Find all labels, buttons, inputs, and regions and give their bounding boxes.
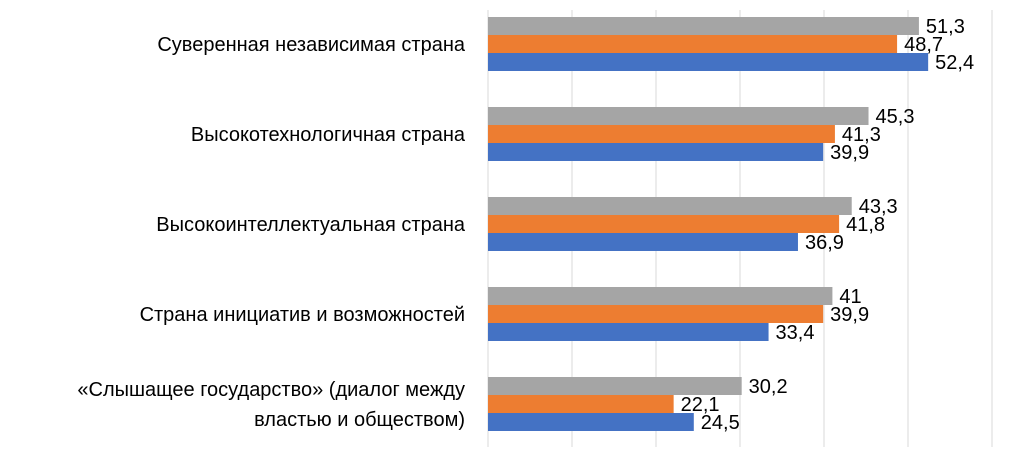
data-label-s1-c0: 48,7: [904, 34, 943, 56]
category-label-4-line-1: властью и обществом): [254, 409, 465, 431]
data-label-s0-c0: 51,3: [926, 16, 965, 38]
data-label-s0-c4: 30,2: [749, 376, 788, 398]
category-labels: Суверенная независимая страна Высокотехно…: [77, 34, 465, 431]
bar-s1-c0: [488, 35, 898, 53]
data-label-s0-c2: 43,3: [859, 196, 898, 218]
bar-s1-c4: [488, 395, 674, 413]
bar-s2-c3: [488, 323, 769, 341]
data-label-s1-c4: 22,1: [681, 394, 720, 416]
bar-s0-c0: [488, 17, 919, 35]
data-label-s0-c1: 45,3: [876, 106, 915, 128]
bar-s1-c2: [488, 215, 840, 233]
bar-s2-c0: [488, 53, 929, 71]
bars: [488, 17, 929, 431]
bar-s2-c2: [488, 233, 798, 251]
bar-s2-c1: [488, 143, 824, 161]
category-label-3: Страна инициатив и возможностей: [140, 304, 465, 326]
data-label-s2-c2: 36,9: [805, 232, 844, 254]
bar-s0-c2: [488, 197, 852, 215]
bar-s0-c3: [488, 287, 833, 305]
data-label-s2-c1: 39,9: [830, 142, 869, 164]
bar-s1-c1: [488, 125, 835, 143]
bar-s0-c4: [488, 377, 742, 395]
category-label-1: Высокотехнологичная страна: [191, 124, 466, 146]
data-label-s2-c3: 33,4: [776, 322, 815, 344]
data-label-s1-c2: 41,8: [846, 214, 885, 236]
data-label-s1-c1: 41,3: [842, 124, 881, 146]
data-labels: 51,348,752,445,341,339,943,341,836,94139…: [681, 16, 974, 434]
data-label-s1-c3: 39,9: [830, 304, 869, 326]
data-label-s2-c4: 24,5: [701, 412, 740, 434]
bar-s2-c4: [488, 413, 694, 431]
category-label-4-line-0: «Слышащее государство» (диалог между: [77, 379, 465, 401]
bar-s0-c1: [488, 107, 869, 125]
data-label-s2-c0: 52,4: [935, 52, 974, 74]
data-label-s0-c3: 41: [839, 286, 861, 308]
bar-s1-c3: [488, 305, 824, 323]
category-label-0: Суверенная независимая страна: [157, 34, 466, 56]
category-label-2: Высокоинтеллектуальная страна: [156, 214, 466, 236]
